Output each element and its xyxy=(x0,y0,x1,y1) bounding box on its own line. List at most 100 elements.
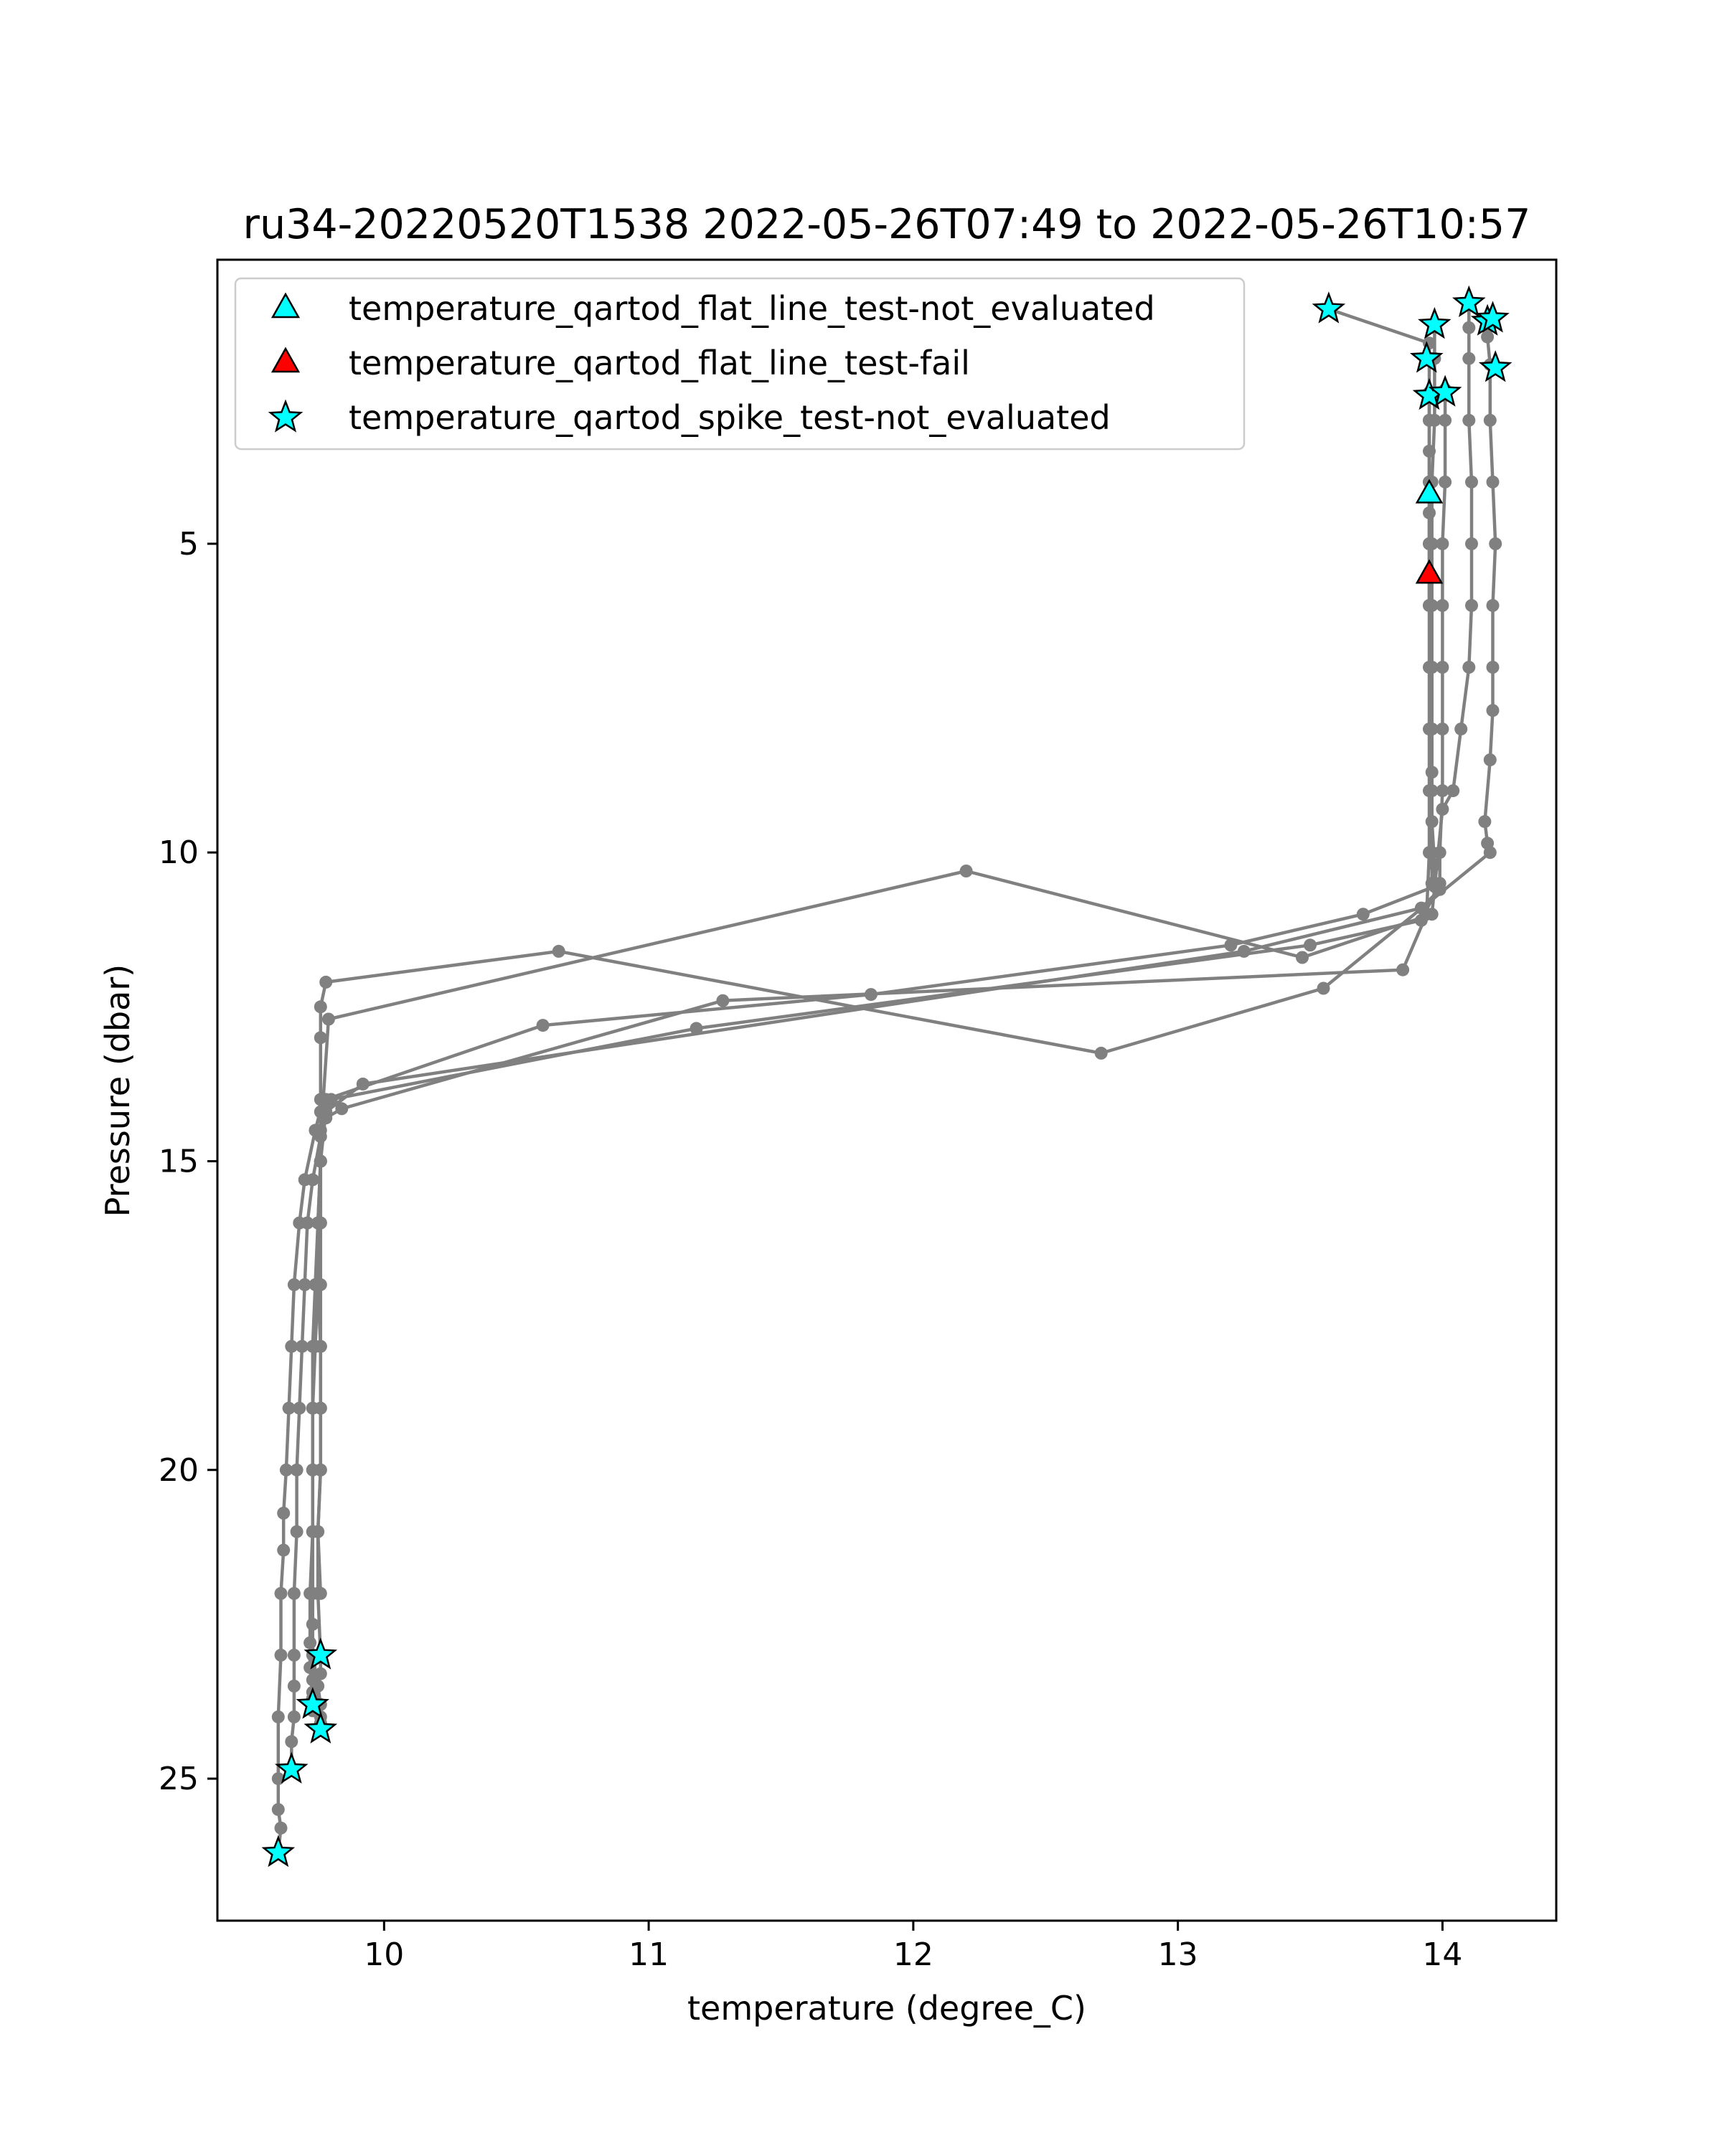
profile-point xyxy=(1465,537,1478,550)
profile-point xyxy=(277,1507,291,1520)
profile-point xyxy=(290,1463,304,1477)
flag-marker-star xyxy=(274,1751,309,1784)
profile-point xyxy=(282,1401,296,1415)
flags-layer xyxy=(261,285,1512,1868)
profile-point xyxy=(1423,722,1436,736)
profile-point xyxy=(1425,908,1439,921)
x-tick-label: 11 xyxy=(629,1936,669,1973)
flag-marker-star xyxy=(1452,285,1486,318)
profile-point xyxy=(293,1216,306,1230)
profile-point xyxy=(1462,352,1476,365)
profile-point xyxy=(1478,815,1492,829)
profile-point xyxy=(314,1000,327,1014)
x-axis: 10 11 12 13 14 xyxy=(364,1921,1462,1973)
x-tick-label: 10 xyxy=(364,1936,404,1973)
legend-box xyxy=(234,277,1246,451)
profile-point xyxy=(335,1102,349,1116)
legend-marker-star xyxy=(268,399,304,433)
plot-frame xyxy=(216,258,1558,1922)
y-tick-label: 5 xyxy=(179,526,199,562)
profile-point xyxy=(293,1401,306,1415)
profile-point xyxy=(304,1636,317,1649)
y-tick-label: 10 xyxy=(159,834,199,871)
profile-point xyxy=(356,1077,370,1091)
profile-point xyxy=(1304,938,1317,952)
profile-point xyxy=(1483,753,1497,767)
profile-point xyxy=(1481,330,1495,344)
profile-point xyxy=(309,1124,322,1137)
profile-point xyxy=(271,1710,285,1723)
profile-point xyxy=(1483,846,1497,860)
x-tick-label: 12 xyxy=(893,1936,933,1973)
profile-point xyxy=(1462,661,1476,674)
profile-point xyxy=(309,1278,322,1291)
legend-label: temperature_qartod_flat_line_test-not_ev… xyxy=(349,289,1155,328)
flag-marker-star xyxy=(1312,291,1346,324)
profile-point xyxy=(1423,444,1436,458)
flag-marker-star xyxy=(304,1711,338,1744)
profile-point xyxy=(306,1525,319,1538)
profile-point xyxy=(287,1278,301,1291)
profile-point xyxy=(274,1586,288,1600)
legend-label: temperature_qartod_spike_test-not_evalua… xyxy=(349,398,1111,437)
profile-point xyxy=(1483,413,1497,427)
profile-point xyxy=(1486,475,1500,489)
profile-point xyxy=(1465,598,1478,612)
profile-point xyxy=(1423,413,1436,427)
profile-point xyxy=(1436,661,1449,674)
flag-marker-star xyxy=(1478,350,1512,382)
profile-point xyxy=(1436,784,1449,798)
profile-point xyxy=(287,1648,301,1662)
profile-point xyxy=(1423,537,1436,550)
legend-marker-triangle xyxy=(270,292,301,319)
chart-title: ru34-20220520T1538 2022-05-26T07:49 to 2… xyxy=(243,201,1531,248)
profile-point xyxy=(285,1340,298,1353)
flag-marker-star xyxy=(304,1637,338,1670)
profile-point xyxy=(277,1543,291,1557)
profile-point xyxy=(279,1463,293,1477)
profile-point xyxy=(298,1173,311,1187)
x-tick-label: 13 xyxy=(1158,1936,1198,1973)
profile-point xyxy=(1423,784,1436,798)
profile-point xyxy=(1486,661,1500,674)
profile-point xyxy=(1436,802,1449,816)
y-tick-label: 15 xyxy=(159,1143,199,1180)
profile-line-4 xyxy=(308,389,1447,1711)
profiles-layer xyxy=(271,296,1502,1860)
profile-point xyxy=(1094,1046,1108,1060)
y-axis-label: Pressure (dbar) xyxy=(98,964,137,1217)
profile-point xyxy=(1423,661,1436,674)
profile-point xyxy=(1446,784,1460,798)
profile-point xyxy=(1356,908,1370,921)
profile-point xyxy=(271,1772,285,1786)
profile-point xyxy=(1454,722,1468,736)
flag-marker-star xyxy=(1428,375,1462,407)
profile-point xyxy=(319,1111,333,1125)
profile-point xyxy=(306,1463,319,1477)
profile-point xyxy=(536,1019,550,1032)
flag-marker-star xyxy=(1410,341,1444,373)
profile-point xyxy=(690,1022,703,1035)
profile-point xyxy=(1224,938,1238,952)
flag-marker-triangle xyxy=(1415,479,1444,504)
profile-point xyxy=(304,1586,317,1600)
profile-point xyxy=(1486,704,1500,717)
legend-label: temperature_qartod_flat_line_test-fail xyxy=(349,344,970,382)
y-tick-label: 25 xyxy=(159,1761,199,1797)
profile-point xyxy=(287,1710,301,1723)
profile-point xyxy=(306,1617,319,1631)
profile-point xyxy=(1462,321,1476,334)
profile-point xyxy=(314,1031,327,1045)
profile-point xyxy=(1436,537,1449,550)
profile-point xyxy=(1465,475,1478,489)
profile-point xyxy=(311,1216,325,1230)
profile-point xyxy=(290,1525,304,1538)
profile-point xyxy=(306,1401,319,1415)
profile-line-2 xyxy=(316,327,1497,1594)
profile-point xyxy=(1436,722,1449,736)
profile-point xyxy=(1423,506,1436,519)
profile-point xyxy=(1439,413,1452,427)
profile-point xyxy=(1423,598,1436,612)
profile-point xyxy=(1486,598,1500,612)
profile-point xyxy=(274,1648,288,1662)
